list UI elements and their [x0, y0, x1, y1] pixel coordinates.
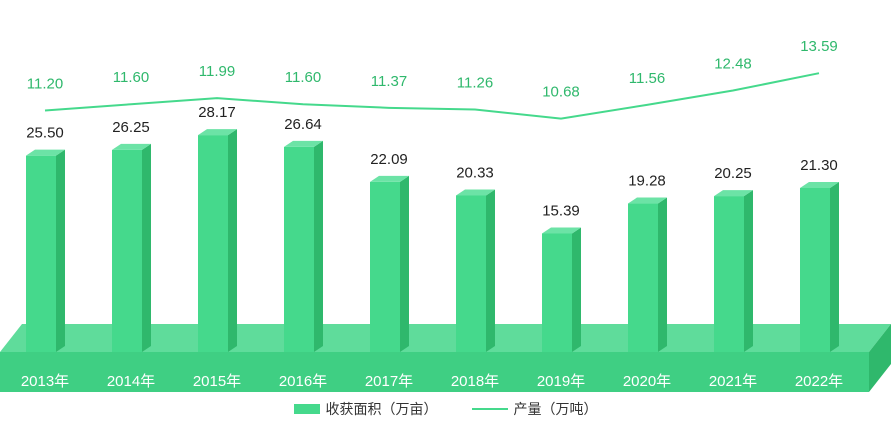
bar-top	[714, 190, 753, 197]
line-value-label: 11.99	[199, 63, 235, 80]
x-tick-label: 2013年	[21, 373, 69, 390]
line-value-label: 11.56	[629, 70, 665, 87]
bar	[456, 195, 486, 352]
bar-top	[370, 175, 409, 182]
bar-value-label: 28.17	[198, 104, 236, 121]
line-value-label: 11.60	[285, 69, 321, 86]
bar-side	[744, 190, 753, 352]
bar-top	[284, 140, 323, 147]
bar-side	[314, 140, 323, 352]
bar-value-label: 20.25	[714, 165, 752, 182]
bar-value-label: 15.39	[542, 202, 580, 219]
bar-top	[542, 227, 581, 234]
bar-value-label: 21.30	[800, 157, 838, 174]
bar-side	[56, 149, 65, 352]
line-value-label: 11.37	[371, 73, 407, 90]
bar	[628, 203, 658, 352]
legend-swatch-bar	[293, 404, 320, 414]
x-tick-label: 2021年	[709, 373, 757, 390]
bar-side	[572, 227, 581, 352]
x-axis: 2013年 2014年 2015年 2016年 2017年 2018年 2019年 2020年…	[21, 373, 843, 390]
bar-value-label: 26.25	[112, 119, 150, 136]
x-tick-label: 2016年	[279, 373, 327, 390]
bar	[26, 155, 56, 352]
x-tick-label: 2014年	[107, 373, 155, 390]
bar-side	[830, 181, 839, 352]
bar-side	[228, 129, 237, 352]
legend-swatch-line	[471, 408, 508, 410]
data-labels: 25.50 11.20 26.25 11.60 28.17 11.99 26.64 11.60…	[26, 38, 838, 219]
x-tick-label: 2019年	[537, 373, 585, 390]
bar	[370, 181, 400, 352]
bar	[284, 146, 314, 352]
bar	[542, 233, 572, 352]
line-value-label: 11.26	[457, 75, 493, 92]
line-value-label: 13.59	[800, 38, 838, 55]
bar-top	[112, 143, 151, 150]
bar-side	[658, 197, 667, 352]
legend-label-bar: 收获面积（万亩）	[325, 402, 438, 418]
bar-series	[26, 129, 839, 352]
line-path	[44, 72, 820, 120]
line-series	[44, 72, 820, 120]
legend-item-line[interactable]: 产量（万吨）	[471, 399, 598, 419]
bar-value-label: 19.28	[628, 173, 666, 190]
x-tick-label: 2022年	[795, 373, 843, 390]
bar	[714, 196, 744, 352]
bar-top	[628, 197, 667, 204]
bar-top	[456, 189, 495, 196]
x-tick-label: 2020年	[623, 373, 671, 390]
bar-top	[26, 149, 65, 156]
line-value-label: 11.60	[113, 69, 149, 86]
bar-value-label: 25.50	[26, 125, 64, 142]
chart-canvas: 25.50 11.20 26.25 11.60 28.17 11.99 26.64 11.60…	[0, 38, 891, 392]
bar-value-label: 26.64	[284, 116, 322, 133]
x-tick-label: 2015年	[193, 373, 241, 390]
legend-label-line: 产量（万吨）	[513, 402, 598, 418]
floor-side	[869, 324, 891, 392]
bar-side	[142, 143, 151, 352]
bar-top	[198, 129, 237, 136]
line-value-label: 12.48	[714, 56, 752, 73]
bar-side	[400, 175, 409, 352]
bar-value-label: 22.09	[370, 151, 408, 168]
x-tick-label: 2018年	[451, 373, 499, 390]
bar	[112, 149, 142, 352]
x-tick-label: 2017年	[365, 373, 413, 390]
line-value-label: 10.68	[542, 84, 580, 101]
bar-top	[800, 181, 839, 188]
bar	[800, 187, 830, 352]
line-value-label: 11.20	[27, 75, 63, 92]
bar-value-label: 20.33	[456, 164, 494, 181]
bar	[198, 135, 228, 352]
legend: 收获面积（万亩） 产量（万吨）	[0, 398, 891, 420]
bar-side	[486, 189, 495, 352]
legend-item-bar[interactable]: 收获面积（万亩）	[293, 399, 438, 419]
floor-front	[0, 352, 869, 392]
